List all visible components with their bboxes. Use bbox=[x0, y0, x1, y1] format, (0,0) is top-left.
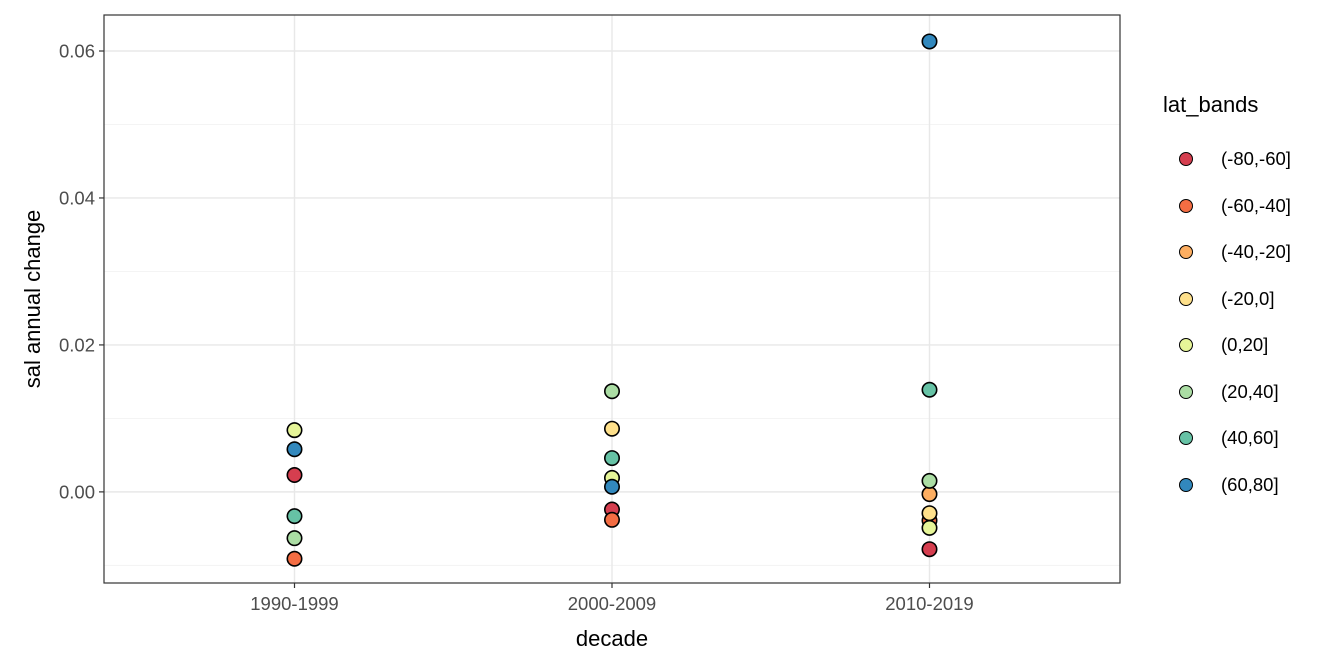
legend-item-label: (20,40] bbox=[1221, 380, 1279, 402]
data-point bbox=[286, 508, 303, 525]
y-tick-label: 0.00 bbox=[59, 481, 95, 502]
data-point bbox=[921, 472, 938, 489]
data-point bbox=[286, 530, 303, 547]
y-tick-label: 0.02 bbox=[59, 334, 95, 355]
data-point bbox=[921, 33, 938, 50]
data-point bbox=[921, 486, 938, 503]
legend-title: lat_bands bbox=[1163, 92, 1259, 117]
y-tick-label: 0.06 bbox=[59, 41, 95, 62]
data-point bbox=[921, 541, 938, 558]
data-point bbox=[603, 478, 620, 495]
data-point bbox=[921, 381, 938, 398]
data-point bbox=[603, 450, 620, 467]
legend-item: (20,40] bbox=[1163, 369, 1291, 416]
data-point bbox=[286, 422, 303, 439]
x-tick-label: 2010-2019 bbox=[885, 593, 973, 614]
legend-item-label: (-40,-20] bbox=[1221, 241, 1291, 263]
legend-item-label: (60,80] bbox=[1221, 473, 1279, 495]
legend-item-label: (-60,-40] bbox=[1221, 194, 1291, 216]
x-tick-label: 2000-2009 bbox=[568, 593, 656, 614]
legend-key-swatch bbox=[1179, 245, 1193, 260]
legend-item-label: (0,20] bbox=[1221, 334, 1269, 356]
legend-key-swatch bbox=[1179, 198, 1193, 213]
legend-item: (-20,0] bbox=[1163, 276, 1291, 323]
y-tick-label: 0.04 bbox=[59, 187, 95, 208]
legend-key-swatch bbox=[1179, 384, 1193, 399]
x-axis-title: decade bbox=[575, 626, 649, 651]
legend-item: (-80,-60] bbox=[1163, 136, 1291, 183]
legend-item-label: (40,60] bbox=[1221, 427, 1279, 449]
data-point bbox=[603, 420, 620, 437]
y-axis-title: sal annual change bbox=[20, 209, 45, 389]
legend-item: (0,20] bbox=[1163, 322, 1291, 369]
data-point bbox=[921, 505, 938, 522]
legend: lat_bands (-80,-60] (-60,-40] (-40,-20] (-2… bbox=[1163, 92, 1291, 508]
legend-item: (40,60] bbox=[1163, 415, 1291, 462]
legend-item: (-40,-20] bbox=[1163, 229, 1291, 276]
legend-item-label: (-20,0] bbox=[1221, 287, 1275, 309]
data-point bbox=[286, 550, 303, 567]
data-point bbox=[603, 383, 620, 400]
legend-item-label: (-80,-60] bbox=[1221, 148, 1291, 170]
legend-key-swatch bbox=[1179, 338, 1193, 353]
x-tick-label: 1990-1999 bbox=[250, 593, 338, 614]
legend-item: (60,80] bbox=[1163, 462, 1291, 509]
legend-key-swatch bbox=[1179, 291, 1193, 306]
legend-key-swatch bbox=[1179, 152, 1193, 167]
data-point bbox=[921, 519, 938, 536]
legend-items: (-80,-60] (-60,-40] (-40,-20] (-20,0] (0,20]… bbox=[1163, 136, 1291, 508]
legend-key-swatch bbox=[1179, 477, 1193, 492]
data-point bbox=[286, 466, 303, 483]
legend-item: (-60,-40] bbox=[1163, 183, 1291, 230]
data-point bbox=[603, 511, 620, 528]
data-point bbox=[286, 441, 303, 458]
legend-key-swatch bbox=[1179, 431, 1193, 446]
